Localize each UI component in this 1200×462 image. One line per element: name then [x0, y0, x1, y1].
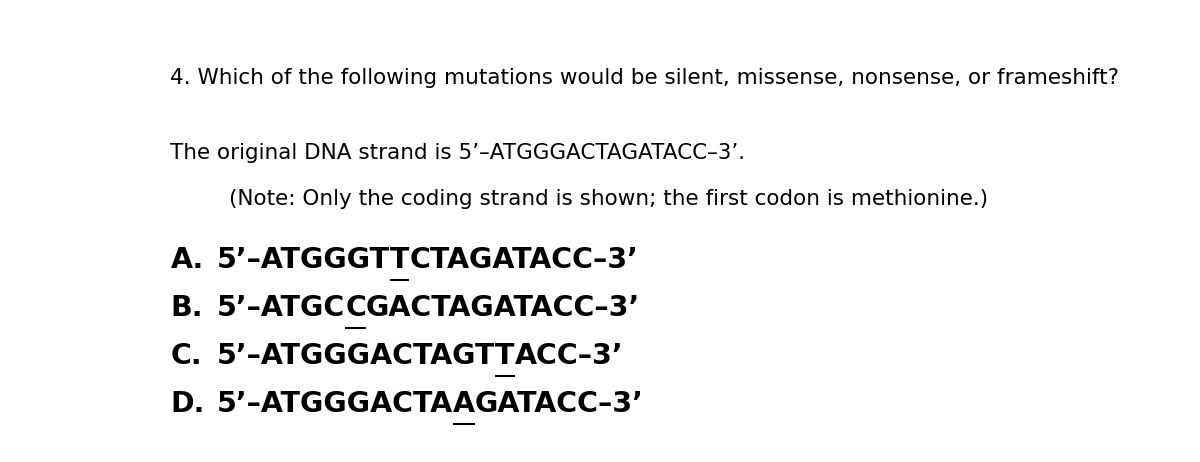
Text: GACTAGATACC–3’: GACTAGATACC–3’ — [366, 294, 641, 322]
Text: B.: B. — [170, 294, 203, 322]
Text: 5’–ATGGGACTAGT: 5’–ATGGGACTAGT — [217, 342, 496, 370]
Text: 5’–ATGGGACTA: 5’–ATGGGACTA — [217, 390, 454, 418]
Text: GATACC–3’: GATACC–3’ — [475, 390, 644, 418]
Text: 5’–ATGC: 5’–ATGC — [217, 294, 346, 322]
Text: C.: C. — [170, 342, 202, 370]
Text: 4. Which of the following mutations would be silent, missense, nonsense, or fram: 4. Which of the following mutations woul… — [170, 68, 1120, 88]
Text: A: A — [454, 390, 475, 418]
Text: (Note: Only the coding strand is shown; the first codon is methionine.): (Note: Only the coding strand is shown; … — [229, 189, 988, 209]
Text: T: T — [390, 246, 409, 274]
Text: D.: D. — [170, 390, 205, 418]
Text: The original DNA strand is 5’–ATGGGACTAGATACC–3’.: The original DNA strand is 5’–ATGGGACTAG… — [170, 143, 745, 163]
Text: A.: A. — [170, 246, 204, 274]
Text: CTAGATACC–3’: CTAGATACC–3’ — [409, 246, 638, 274]
Text: ACC–3’: ACC–3’ — [515, 342, 623, 370]
Text: T: T — [496, 342, 515, 370]
Text: C: C — [346, 294, 366, 322]
Text: 5’–ATGGGT: 5’–ATGGGT — [217, 246, 390, 274]
